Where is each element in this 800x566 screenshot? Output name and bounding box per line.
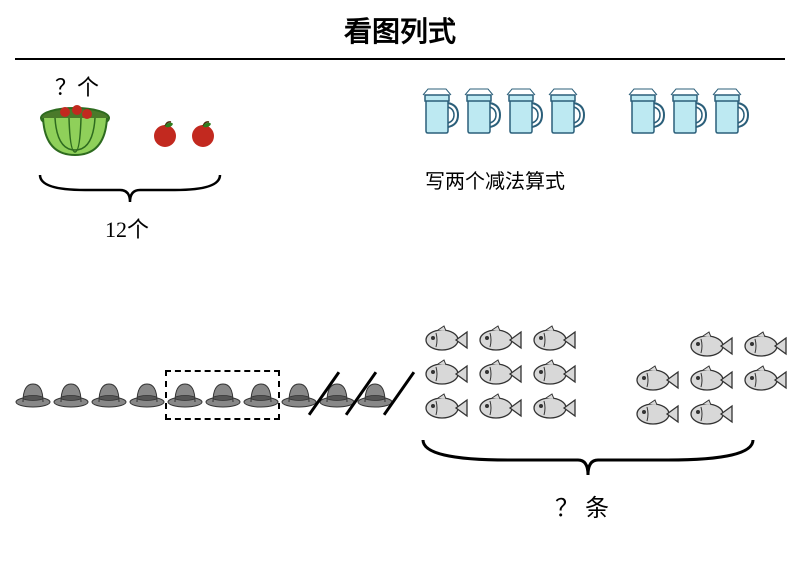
- fish-icon: [739, 331, 787, 361]
- fish-icon: [685, 365, 733, 395]
- apple-icon: [150, 118, 180, 148]
- basket-icon: [35, 100, 115, 160]
- cups-caption: 写两个减法算式: [425, 165, 565, 194]
- fish-group-1: [420, 325, 576, 423]
- cup-group-1: [420, 85, 586, 135]
- cup-group-2: [626, 85, 750, 135]
- fish-icon: [631, 399, 679, 429]
- apples-group: [150, 118, 218, 148]
- fish-icon: [474, 325, 522, 355]
- panel-basket-apples: ？个 12个: [15, 70, 390, 300]
- cup-icon: [462, 85, 502, 135]
- fish-icon: [739, 365, 787, 395]
- fish-icon: [685, 331, 733, 361]
- total-label: 12个: [105, 212, 149, 244]
- panel-cups: 写两个减法算式: [410, 70, 785, 300]
- hat-icon: [15, 380, 51, 408]
- fish-icon: [420, 325, 468, 355]
- fish-icon: [474, 359, 522, 389]
- page-title: 看图列式: [15, 0, 785, 60]
- fish-icon: [631, 365, 679, 395]
- dash-box: [165, 370, 280, 420]
- fish-icon: [420, 359, 468, 389]
- fish-icon: [685, 399, 733, 429]
- apple-icon: [188, 118, 218, 148]
- fish-icon: [528, 325, 576, 355]
- fish-icon: [474, 393, 522, 423]
- hat-icon: [281, 380, 317, 408]
- hat-icon: [129, 380, 165, 408]
- fish-question-label: ？条: [555, 488, 615, 523]
- fish-icon: [420, 393, 468, 423]
- fish-icon: [528, 393, 576, 423]
- question-label: ？个: [55, 70, 99, 102]
- panel-fish: ？条: [410, 320, 785, 550]
- cup-icon: [668, 85, 708, 135]
- hat-icon: [53, 380, 89, 408]
- brace-icon: [35, 170, 225, 210]
- cup-icon: [504, 85, 544, 135]
- hat-icon: [91, 380, 127, 408]
- brace-icon: [418, 435, 758, 485]
- panel-hats: [15, 320, 390, 550]
- cup-icon: [626, 85, 666, 135]
- cup-icon: [546, 85, 586, 135]
- fish-icon: [528, 359, 576, 389]
- cup-icon: [710, 85, 750, 135]
- cup-icon: [420, 85, 460, 135]
- fish-group-2: [631, 331, 787, 429]
